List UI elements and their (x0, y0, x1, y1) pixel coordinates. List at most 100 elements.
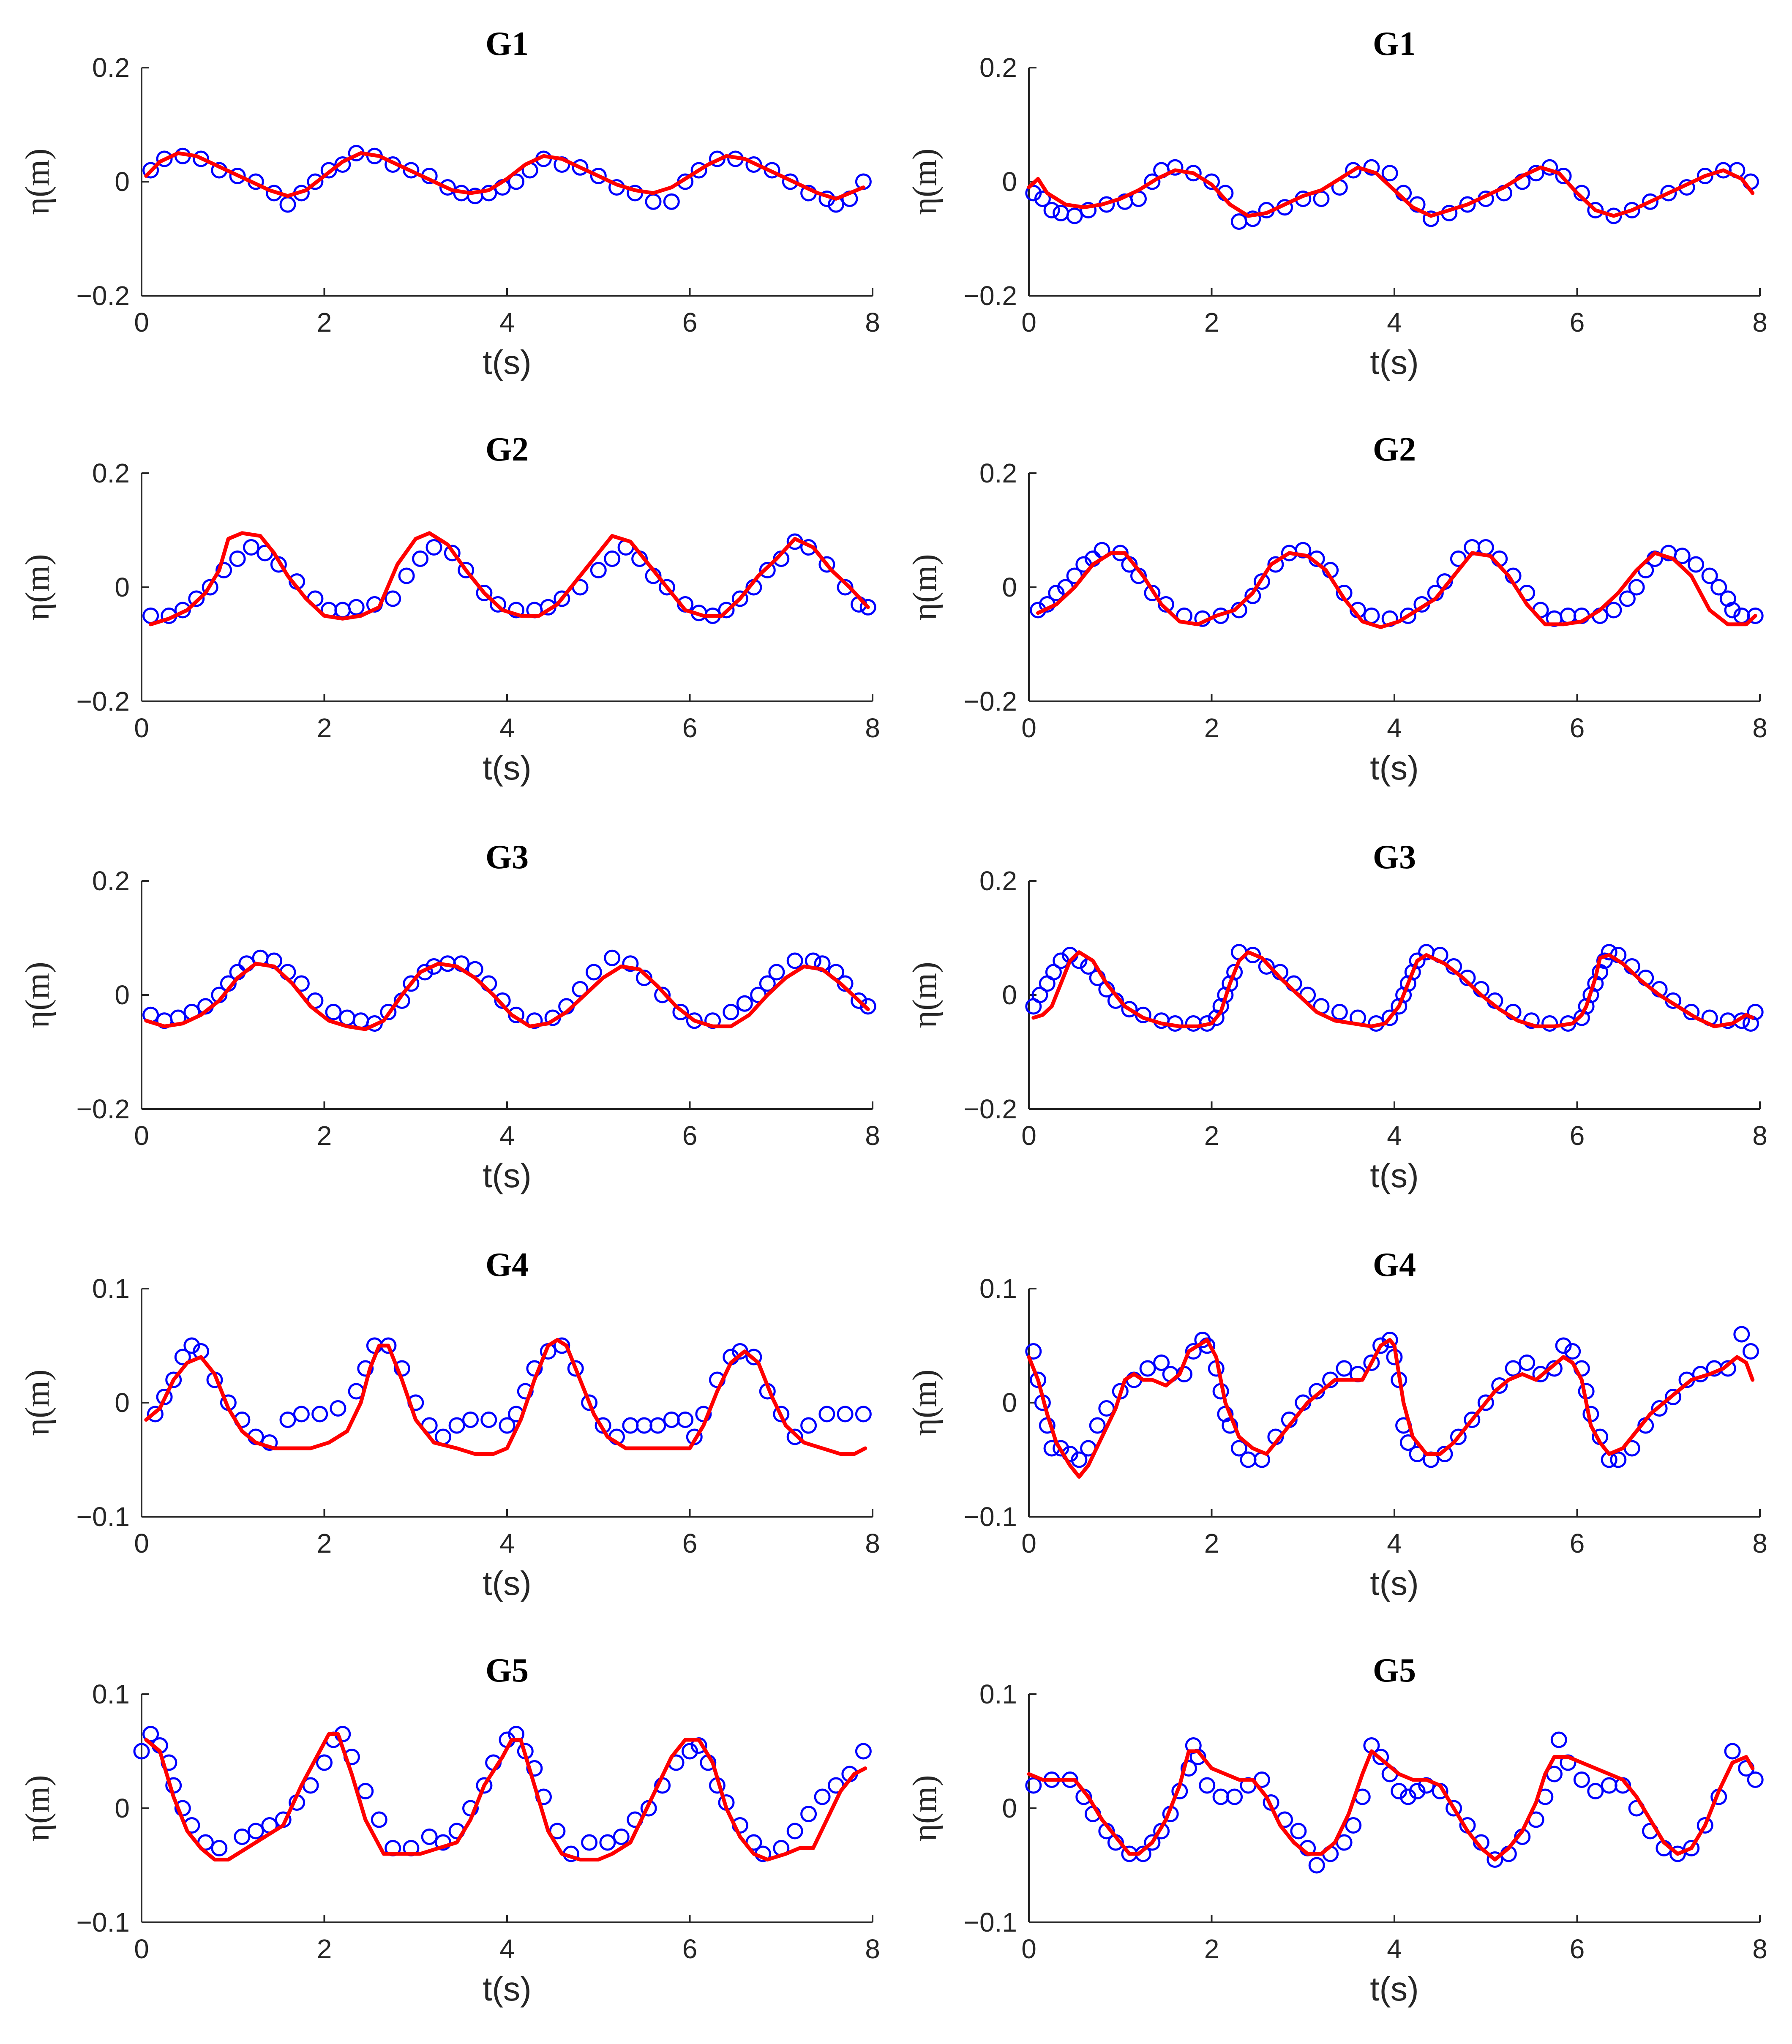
observed-marker (800, 1417, 817, 1434)
x-tick-label: 4 (1387, 307, 1402, 338)
observed-marker (581, 1834, 598, 1851)
x-tick-label: 6 (682, 1528, 698, 1559)
observed-marker (307, 173, 324, 190)
observed-marker (1660, 185, 1677, 202)
observed-marker (572, 159, 589, 176)
observed-marker (147, 1406, 164, 1423)
observed-marker (1399, 1788, 1416, 1805)
y-tick-label: 0.2 (979, 52, 1017, 83)
observed-marker (1619, 590, 1636, 607)
observed-marker (645, 193, 662, 210)
x-tick-label: 6 (1570, 307, 1585, 338)
observed-marker (439, 179, 456, 196)
observed-marker (1601, 1777, 1617, 1794)
x-tick-label: 8 (1752, 713, 1767, 743)
observed-marker (745, 1349, 762, 1365)
observed-marker (1253, 573, 1270, 590)
model-line (144, 962, 870, 1031)
observed-marker (261, 1434, 278, 1451)
observed-marker (731, 590, 748, 607)
x-tick-label: 0 (1021, 713, 1036, 743)
observed-marker (1045, 964, 1062, 981)
observed-marker (508, 602, 525, 619)
y-tick-label: 0.2 (92, 866, 130, 896)
y-axis-label: η(m) (19, 148, 56, 215)
panel-title: G1 (486, 25, 529, 63)
observed-marker (1555, 168, 1572, 184)
model-line (1027, 1338, 1755, 1479)
x-axis-label: t(s) (1370, 1157, 1419, 1194)
observed-marker (247, 1823, 264, 1840)
observed-marker (1308, 1857, 1325, 1874)
observed-marker (1491, 1377, 1508, 1394)
observed-marker (508, 173, 525, 190)
x-tick-label: 2 (1204, 1934, 1219, 1964)
x-tick-label: 0 (134, 307, 149, 338)
x-axis-label: t(s) (483, 749, 532, 787)
observed-marker (385, 590, 401, 607)
x-tick-label: 0 (1021, 1528, 1036, 1559)
y-tick-label: 0.2 (92, 458, 130, 488)
observed-marker (1628, 579, 1645, 596)
model-line (144, 1338, 867, 1456)
observed-marker (1642, 193, 1658, 210)
observed-marker (1651, 1400, 1668, 1417)
observed-marker (1331, 1004, 1348, 1020)
y-tick-label: 0.1 (979, 1679, 1017, 1709)
observed-marker (1345, 162, 1362, 179)
x-tick-label: 6 (1570, 1528, 1585, 1559)
observed-marker (768, 964, 785, 981)
observed-marker (1623, 202, 1640, 218)
x-tick-label: 8 (865, 1120, 880, 1151)
x-axis-label: t(s) (1370, 343, 1419, 381)
observed-marker (421, 1829, 438, 1845)
observed-marker (1034, 191, 1051, 207)
observed-marker (1519, 1354, 1536, 1371)
observed-marker (1587, 202, 1604, 218)
y-tick-label: 0 (115, 166, 130, 197)
model-line (1031, 950, 1755, 1028)
observed-marker (526, 1012, 543, 1029)
observed-marker (1295, 542, 1312, 559)
observed-marker (316, 1754, 333, 1771)
observed-marker (1199, 1015, 1216, 1032)
observed-marker (1555, 1337, 1572, 1354)
observed-marker (1674, 548, 1691, 564)
observed-marker (1409, 952, 1426, 969)
observed-marker (1144, 173, 1161, 190)
observed-marker (1226, 1788, 1243, 1805)
observed-marker (590, 168, 607, 184)
y-tick-label: 0 (115, 1793, 130, 1823)
observed-marker (658, 579, 675, 596)
model-line (149, 531, 870, 627)
observed-marker (837, 1406, 854, 1423)
observed-marker (1423, 210, 1439, 227)
observed-marker (1025, 1343, 1042, 1360)
observed-marker (1031, 987, 1048, 1003)
observed-marker (585, 964, 602, 981)
x-axis-label: t(s) (483, 343, 532, 381)
y-tick-label: 0.1 (979, 1273, 1017, 1304)
x-axis-label: t(s) (1370, 1564, 1419, 1602)
x-tick-label: 6 (1570, 713, 1585, 743)
observed-marker (1089, 1417, 1106, 1434)
observed-marker (1372, 1749, 1389, 1765)
observed-marker (1505, 1360, 1522, 1377)
observed-marker (1121, 1001, 1138, 1018)
observed-marker (1071, 1451, 1088, 1468)
observed-marker (1240, 1451, 1257, 1468)
observed-marker (165, 1371, 182, 1388)
observed-marker (357, 1783, 374, 1799)
observed-marker (1560, 608, 1577, 624)
observed-marker (1747, 608, 1764, 624)
observed-marker (1724, 602, 1741, 619)
y-tick-label: 0.2 (979, 866, 1017, 896)
y-tick-label: 0.1 (92, 1679, 130, 1709)
observed-marker (229, 551, 246, 567)
x-tick-label: 2 (317, 1120, 332, 1151)
observed-marker (416, 964, 433, 981)
